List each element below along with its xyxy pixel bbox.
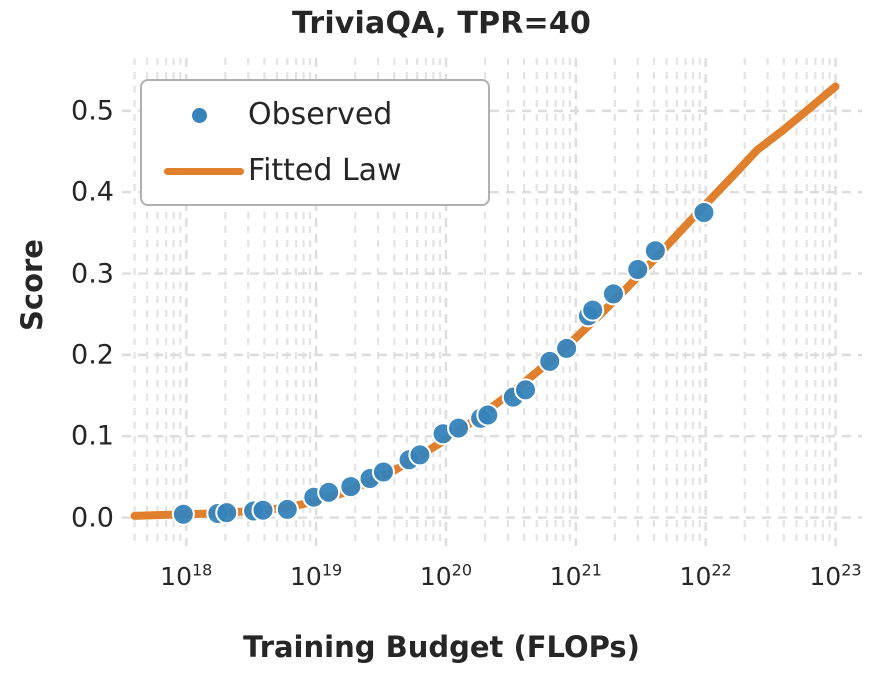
data-point	[581, 298, 605, 322]
data-point	[371, 460, 395, 484]
chart-legend: Observed Fitted Law	[140, 79, 490, 206]
minor-x-gridlines	[133, 58, 831, 546]
data-point	[538, 349, 562, 373]
x-axis-label: Training Budget (FLOPs)	[243, 630, 640, 664]
data-point	[476, 403, 500, 427]
chart-canvas	[122, 58, 862, 546]
legend-marker-fitted-law	[158, 143, 244, 199]
line-marker-icon	[164, 168, 244, 175]
y-tick-label: 0.1	[71, 420, 114, 452]
x-tick-label: 1023	[809, 560, 862, 591]
y-tick-label: 0.5	[71, 95, 114, 127]
data-point	[692, 201, 716, 225]
data-point	[171, 502, 195, 526]
legend-item-observed: Observed	[142, 87, 492, 143]
page-title: TriviaQA, TPR=40	[291, 6, 592, 41]
data-point	[215, 501, 239, 525]
data-point	[339, 475, 363, 499]
data-point	[251, 498, 275, 522]
legend-marker-observed	[158, 87, 244, 143]
y-axis-tick-labels: 0.0 0.1 0.2 0.3 0.4 0.5	[30, 58, 114, 546]
major-y-gridlines	[122, 109, 862, 519]
legend-item-fitted-law: Fitted Law	[142, 143, 492, 199]
data-point	[643, 239, 667, 263]
data-point	[275, 497, 299, 521]
x-tick-label: 1022	[679, 560, 732, 591]
x-tick-label: 1018	[160, 560, 213, 591]
x-axis-tick-labels: 1018 1019 1020 1021 1022 1023	[122, 552, 862, 604]
data-point	[626, 257, 650, 281]
data-point	[408, 443, 432, 467]
data-point	[447, 416, 471, 440]
circle-marker-icon	[190, 106, 209, 125]
legend-label-fitted-law: Fitted Law	[248, 153, 402, 188]
y-tick-label: 0.4	[71, 176, 114, 208]
legend-label-observed: Observed	[248, 97, 393, 132]
x-tick-label: 1019	[290, 560, 343, 591]
data-point	[317, 480, 341, 504]
data-point	[601, 282, 625, 306]
x-tick-label: 1021	[549, 560, 602, 591]
y-tick-label: 0.2	[71, 339, 114, 371]
x-tick-label: 1020	[419, 560, 473, 591]
y-tick-label: 0.3	[71, 258, 114, 290]
y-tick-label: 0.0	[71, 502, 114, 534]
observed-data-points	[171, 201, 716, 526]
data-point	[514, 378, 538, 402]
data-point	[555, 336, 579, 360]
y-axis-label: Score	[15, 239, 49, 331]
